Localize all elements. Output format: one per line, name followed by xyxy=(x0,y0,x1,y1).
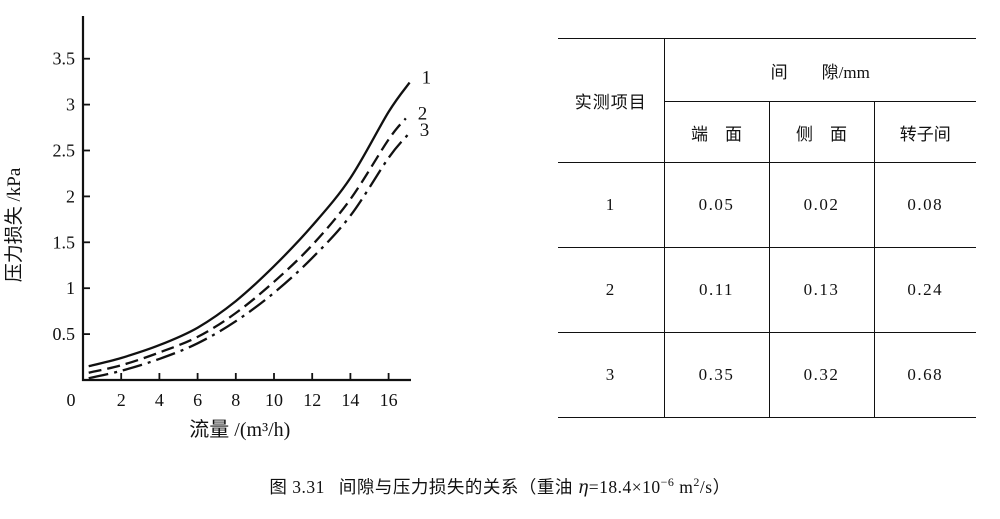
table-cell-item: 1 xyxy=(558,162,665,248)
table-cell-end-face: 0.05 xyxy=(664,162,770,248)
curve-label-1: 1 xyxy=(422,68,432,89)
table-row: 3 0.35 0.32 0.68 xyxy=(558,332,977,418)
pressure-loss-vs-flow-chart: 0 2 4 6 8 10 12 14 160.511.522.533.5流量 /(m³/h)压力… xyxy=(3,16,432,441)
table-row: 2 0.11 0.13 0.24 xyxy=(558,247,977,333)
caption-title: 间隙与压力损失的关系 xyxy=(338,477,519,497)
y-tick-label: 3 xyxy=(66,95,75,115)
table-cell-side-face: 0.32 xyxy=(769,332,875,418)
x-tick-label: 14 xyxy=(341,390,359,410)
table-header-side-face: 侧 面 xyxy=(769,101,875,163)
x-tick-label: 10 xyxy=(265,390,283,410)
x-tick-label: 16 xyxy=(380,390,398,410)
curve-2 xyxy=(88,117,407,374)
caption-eta-symbol: η xyxy=(577,478,589,498)
x-tick-label: 8 xyxy=(231,390,240,410)
table-cell-rotor-gap: 0.08 xyxy=(874,162,977,248)
y-tick-label: 0.5 xyxy=(53,324,76,344)
y-tick-label: 1 xyxy=(66,278,75,298)
curve-1 xyxy=(88,81,411,368)
caption-exponent: −6 xyxy=(660,475,675,490)
caption-unit: m xyxy=(674,477,694,497)
table-header-end-face: 端 面 xyxy=(664,101,770,163)
table-header-row-2: 端 面 侧 面 转子间 xyxy=(558,101,977,163)
table-cell-end-face: 0.11 xyxy=(664,247,770,333)
table-body: 1 0.05 0.02 0.08 2 0.11 0.13 0.24 3 0.35 0.32 0.68 xyxy=(558,162,977,418)
table-header-measured-item: 实测项目 xyxy=(558,38,665,163)
table-cell-item: 3 xyxy=(558,332,665,418)
table-cell-end-face: 0.35 xyxy=(664,332,770,418)
x-axis-label: 流量 /(m³/h) xyxy=(189,418,290,441)
caption-unit-tail: /s） xyxy=(699,477,731,497)
curve-3 xyxy=(88,134,409,380)
figure-number: 图 3.31 xyxy=(269,477,325,497)
figure-caption: 图 3.31 间隙与压力损失的关系（重油 η=18.4×10−6 m2/s） xyxy=(0,474,1000,499)
x-tick-label: 2 xyxy=(117,390,126,410)
table-header-rotor-gap: 转子间 xyxy=(874,101,977,163)
table-cell-rotor-gap: 0.24 xyxy=(874,247,977,333)
table-area: 实测项目 间 隙/mm 端 面 侧 面 转子间 1 0.05 0.02 0.08 2 0.… xyxy=(558,38,977,418)
curve-label-3: 3 xyxy=(420,120,430,141)
x-tick-label: 6 xyxy=(193,390,202,410)
y-tick-label: 2.5 xyxy=(53,141,76,161)
x-tick-label: 4 xyxy=(155,390,164,410)
caption-value: =18.4×10 xyxy=(588,477,661,497)
y-tick-label: 1.5 xyxy=(53,232,76,252)
table-header-row-1: 实测项目 间 隙/mm xyxy=(558,38,977,163)
x-tick-label: 0 xyxy=(67,390,76,410)
table-cell-side-face: 0.02 xyxy=(769,162,875,248)
curve-label-2: 2 xyxy=(418,103,428,124)
chart-area: 0 2 4 6 8 10 12 14 16 0.5 1 1.5 2 2.5 3 3.5 流量 /(m³/h) 压力… xyxy=(0,0,470,455)
table-cell-side-face: 0.13 xyxy=(769,247,875,333)
table-cell-item: 2 xyxy=(558,247,665,333)
y-tick-label: 2 xyxy=(66,186,75,206)
clearance-table: 实测项目 间 隙/mm 端 面 侧 面 转子间 1 0.05 0.02 0.08 2 0.… xyxy=(558,38,977,418)
caption-unit-exponent: 2 xyxy=(693,475,700,490)
caption-paren: （重油 xyxy=(518,477,578,497)
table-row: 1 0.05 0.02 0.08 xyxy=(558,162,977,248)
y-tick-label: 3.5 xyxy=(53,49,76,69)
table-cell-rotor-gap: 0.68 xyxy=(874,332,977,418)
axes xyxy=(81,16,411,382)
y-axis-label: 压力损失 /kPa xyxy=(3,167,25,282)
table-header-clearance-group: 间 隙/mm xyxy=(664,38,977,102)
x-tick-label: 12 xyxy=(303,390,321,410)
